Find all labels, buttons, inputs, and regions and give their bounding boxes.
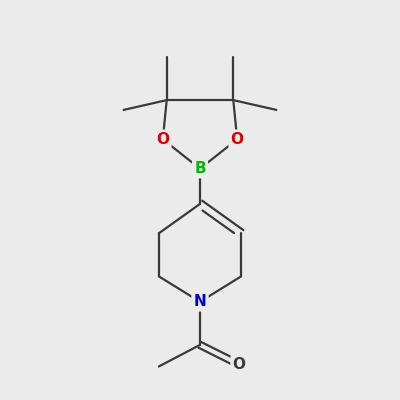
Text: O: O — [156, 132, 169, 147]
Text: O: O — [231, 132, 244, 147]
Text: B: B — [194, 161, 206, 176]
Text: N: N — [194, 294, 206, 309]
Text: O: O — [233, 357, 246, 372]
